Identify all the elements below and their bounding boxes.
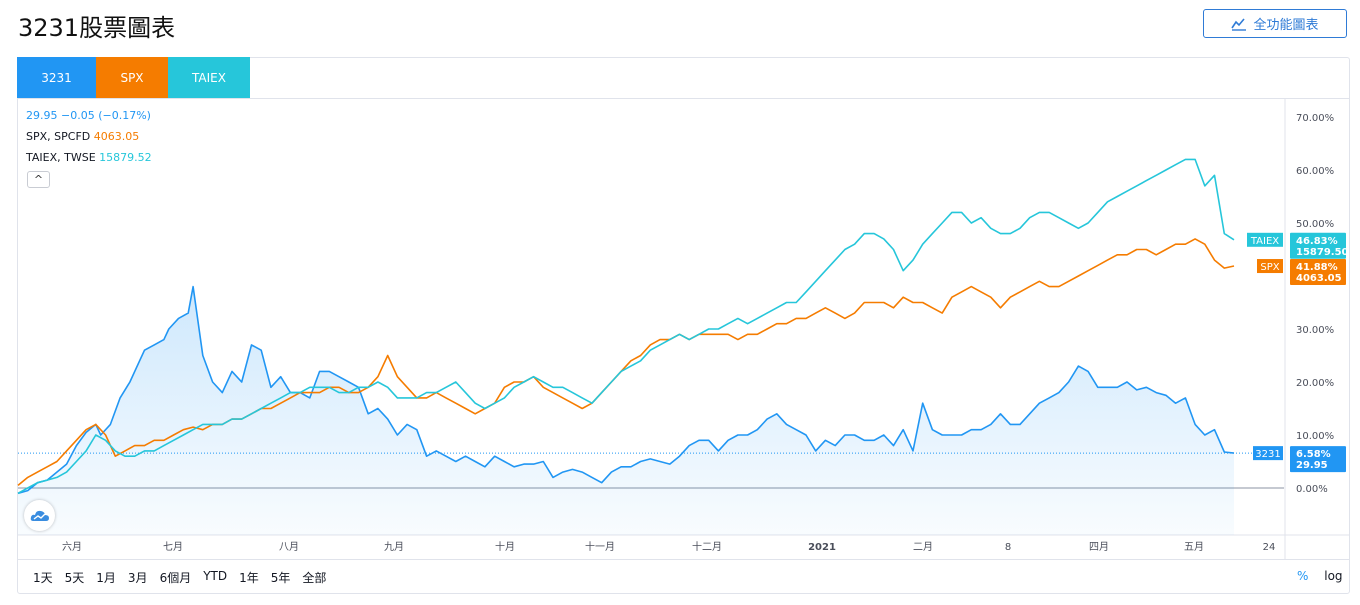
full-chart-label: 全功能圖表 — [1253, 18, 1319, 33]
x-tick-label: 九月 — [384, 541, 404, 553]
series-value-tag — [1290, 259, 1346, 286]
y-tick-label: 30.00% — [1296, 325, 1334, 336]
cloud-icon — [30, 510, 49, 521]
range-6m[interactable]: 6個月 — [159, 571, 192, 585]
x-tick-label: 七月 — [163, 541, 183, 553]
series-pct-label: 6.58% — [1296, 449, 1331, 460]
tab-3231[interactable]: 3231 — [17, 57, 96, 98]
series-value-tag — [1290, 232, 1346, 259]
x-tick-label: 二月 — [913, 541, 933, 553]
x-tick-label: 8 — [1005, 542, 1011, 553]
range-divider — [17, 559, 1350, 560]
page-title: 3231股票圖表 — [18, 14, 176, 42]
series-pct-label: 41.88% — [1296, 262, 1338, 273]
x-tick-label: 六月 — [62, 541, 82, 553]
chevron-up-icon: ^ — [33, 173, 44, 186]
x-tick-label: 24 — [1263, 542, 1276, 553]
range-5y[interactable]: 5年 — [270, 571, 291, 585]
series-name-tag — [1253, 446, 1283, 461]
series-name-tag — [1257, 259, 1283, 274]
series-pct-label: 46.83% — [1296, 236, 1338, 247]
percent-scale-toggle[interactable]: % — [1297, 569, 1309, 583]
tradingview-logo[interactable] — [24, 500, 55, 531]
legend-spx: SPX, SPCFD 4063.05 — [26, 130, 139, 143]
series-value-tag — [1290, 446, 1346, 473]
tab-spx[interactable]: SPX — [96, 57, 168, 98]
x-tick-label: 八月 — [279, 541, 299, 553]
legend-taiex: TAIEX, TWSE 15879.52 — [26, 151, 152, 164]
range-1y[interactable]: 1年 — [239, 571, 259, 585]
series-name-tag-label: TAIEX — [1250, 236, 1279, 247]
x-tick-label: 十一月 — [585, 540, 615, 553]
symbol-tabs: 3231 SPX TAIEX — [17, 57, 250, 98]
range-1d[interactable]: 1天 — [33, 571, 53, 585]
log-scale-toggle[interactable]: log — [1324, 569, 1343, 583]
y-tick-label: 20.00% — [1296, 378, 1334, 389]
legend-taiex-name: TAIEX, TWSE — [26, 151, 96, 164]
legend-spx-value: 4063.05 — [93, 130, 140, 143]
series-name-tag-label: 3231 — [1255, 449, 1280, 460]
series-name-tag-label: SPX — [1260, 262, 1279, 273]
x-tick-label: 2021 — [808, 542, 836, 553]
y-tick-label: 10.00% — [1296, 431, 1334, 442]
x-tick-label: 十月 — [495, 540, 515, 553]
range-5d[interactable]: 5天 — [64, 571, 85, 585]
legend-collapse-button[interactable]: ^ — [27, 171, 50, 188]
series-3231-line — [17, 285, 1235, 495]
x-tick-label: 五月 — [1184, 541, 1204, 553]
series-value-label: 29.95 — [1296, 460, 1328, 471]
y-tick-label: 0.00% — [1296, 484, 1328, 495]
range-selector: 1天 5天 1月 3月 6個月 YTD 1年 5年 全部 — [33, 569, 338, 586]
range-3m[interactable]: 3月 — [127, 571, 148, 585]
range-1m[interactable]: 1月 — [96, 571, 116, 585]
tab-taiex[interactable]: TAIEX — [168, 57, 250, 98]
series-value-label: 4063.05 — [1296, 273, 1342, 284]
scale-options: % log — [1297, 569, 1343, 583]
series-3231-area — [18, 286, 1234, 535]
legend-main-change: −0.05 (−0.17%) — [61, 109, 151, 122]
x-tick-label: 十二月 — [692, 540, 722, 553]
legend-spx-name: SPX, SPCFD — [26, 130, 91, 143]
tab-label: SPX — [120, 70, 144, 85]
range-all[interactable]: 全部 — [302, 571, 327, 585]
tab-label: 3231 — [41, 70, 72, 85]
legend-taiex-value: 15879.52 — [99, 151, 152, 164]
x-tick-label: 四月 — [1089, 541, 1109, 553]
legend-main-price: 29.95 — [26, 109, 58, 122]
series-name-tag — [1247, 232, 1283, 247]
y-tick-label: 70.00% — [1296, 113, 1334, 124]
series-value-label: 15879.50 — [1296, 247, 1349, 258]
range-ytd[interactable]: YTD — [203, 569, 228, 583]
y-tick-label: 50.00% — [1296, 219, 1334, 230]
tabs-divider — [17, 98, 1350, 99]
tab-label: TAIEX — [192, 70, 226, 85]
series-taiex-line — [17, 158, 1235, 495]
chart-icon — [1231, 17, 1247, 31]
y-tick-label: 60.00% — [1296, 166, 1334, 177]
chart-panel — [17, 57, 1350, 594]
full-chart-button[interactable]: 全功能圖表 — [1203, 9, 1347, 38]
legend-main: 29.95 −0.05 (−0.17%) — [26, 109, 151, 122]
